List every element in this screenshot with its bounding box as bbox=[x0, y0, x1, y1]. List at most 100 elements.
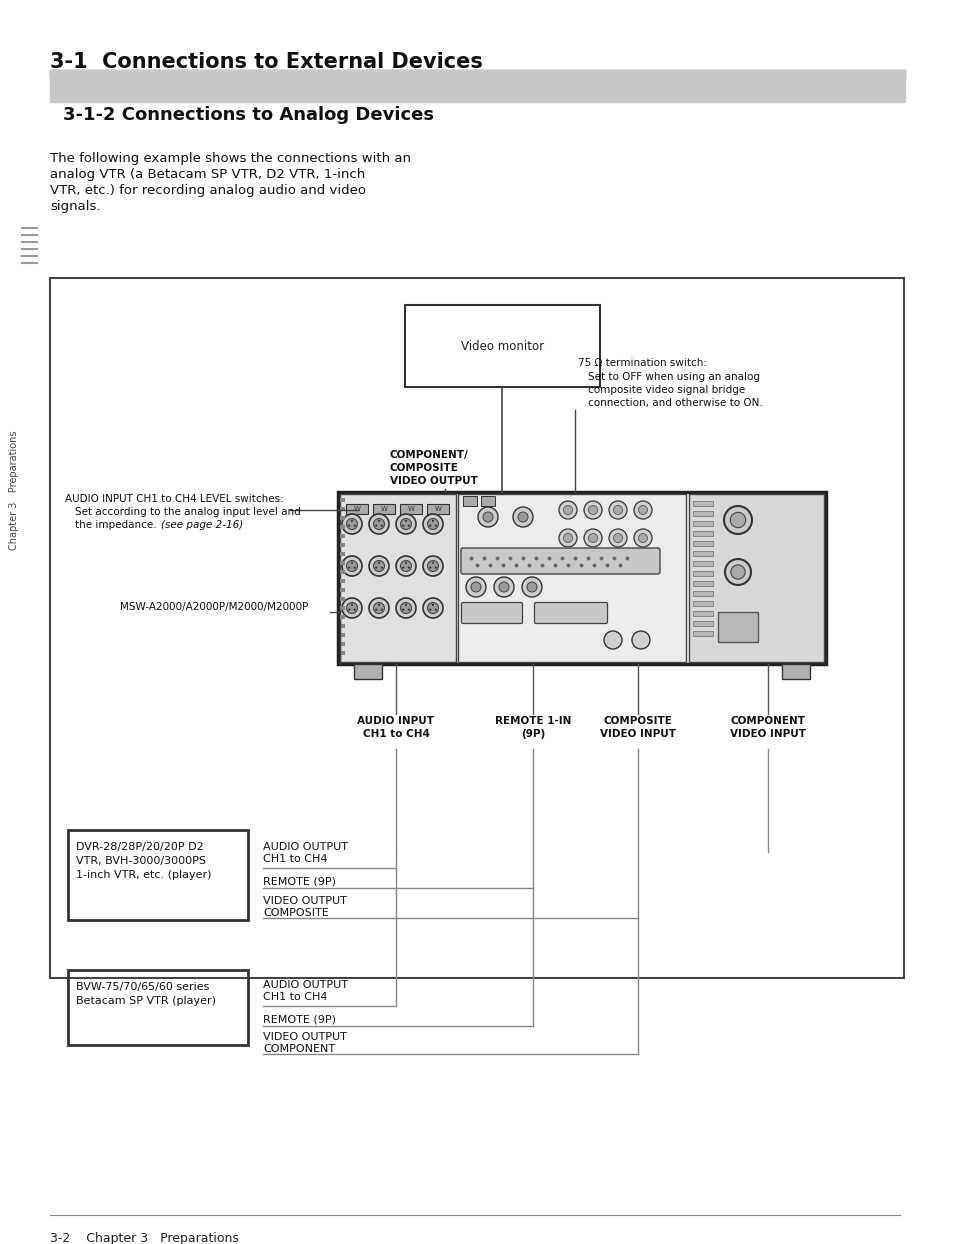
Circle shape bbox=[603, 631, 621, 649]
Circle shape bbox=[374, 519, 384, 530]
Circle shape bbox=[638, 534, 647, 542]
Text: COMPONENT: COMPONENT bbox=[263, 1044, 335, 1054]
Circle shape bbox=[374, 561, 384, 571]
Circle shape bbox=[346, 602, 357, 613]
Text: analog VTR (a Betacam SP VTR, D2 VTR, 1-inch: analog VTR (a Betacam SP VTR, D2 VTR, 1-… bbox=[50, 168, 365, 180]
Circle shape bbox=[517, 513, 527, 522]
Bar bbox=[339, 578, 345, 583]
Circle shape bbox=[374, 602, 384, 613]
Circle shape bbox=[407, 608, 410, 611]
Circle shape bbox=[427, 561, 438, 571]
Bar bbox=[339, 525, 345, 529]
Bar bbox=[339, 588, 345, 592]
Circle shape bbox=[351, 562, 353, 564]
Text: COMPOSITE: COMPOSITE bbox=[390, 463, 458, 473]
Text: VTR, etc.) for recording analog audio and video: VTR, etc.) for recording analog audio an… bbox=[50, 184, 366, 197]
Bar bbox=[339, 516, 345, 520]
Circle shape bbox=[558, 529, 577, 547]
Text: connection, and otherwise to ON.: connection, and otherwise to ON. bbox=[587, 398, 762, 408]
Text: REMOTE 1-IN
(9P): REMOTE 1-IN (9P) bbox=[495, 717, 571, 739]
Bar bbox=[339, 552, 345, 556]
Circle shape bbox=[588, 534, 597, 542]
Text: composite video signal bridge: composite video signal bridge bbox=[587, 384, 744, 396]
Circle shape bbox=[354, 608, 355, 611]
Circle shape bbox=[346, 561, 357, 571]
Bar bbox=[50, 70, 904, 78]
Circle shape bbox=[526, 582, 537, 592]
Circle shape bbox=[432, 520, 434, 522]
Circle shape bbox=[407, 566, 410, 569]
Bar bbox=[354, 664, 381, 679]
Text: Video monitor: Video monitor bbox=[460, 340, 543, 352]
Bar bbox=[339, 606, 345, 610]
Bar bbox=[339, 508, 345, 511]
Bar bbox=[339, 494, 456, 662]
Circle shape bbox=[369, 598, 389, 618]
Text: 3-2    Chapter 3   Preparations: 3-2 Chapter 3 Preparations bbox=[50, 1232, 238, 1244]
Bar bbox=[462, 496, 476, 506]
Circle shape bbox=[638, 505, 647, 515]
Circle shape bbox=[634, 501, 651, 519]
Bar bbox=[339, 570, 345, 573]
Bar bbox=[692, 581, 712, 586]
Bar bbox=[339, 651, 345, 656]
Circle shape bbox=[482, 513, 493, 522]
Bar bbox=[50, 277, 903, 978]
Circle shape bbox=[354, 566, 355, 569]
Text: Chapter 3   Preparations: Chapter 3 Preparations bbox=[9, 430, 19, 550]
Text: VIDEO OUTPUT: VIDEO OUTPUT bbox=[263, 1033, 347, 1042]
Circle shape bbox=[354, 525, 355, 526]
Bar bbox=[339, 642, 345, 646]
Bar bbox=[692, 551, 712, 556]
Text: signals.: signals. bbox=[50, 200, 100, 213]
Circle shape bbox=[377, 562, 379, 564]
Bar bbox=[692, 611, 712, 616]
Circle shape bbox=[471, 582, 480, 592]
Bar bbox=[692, 531, 712, 536]
Circle shape bbox=[375, 608, 377, 611]
Bar bbox=[339, 498, 345, 503]
Circle shape bbox=[558, 501, 577, 519]
Text: W: W bbox=[435, 506, 441, 513]
Circle shape bbox=[513, 508, 533, 527]
Text: W: W bbox=[380, 506, 387, 513]
Bar bbox=[50, 70, 904, 102]
Circle shape bbox=[380, 566, 382, 569]
Text: DVR-28/28P/20/20P D2
VTR, BVH-3000/3000PS
1-inch VTR, etc. (player): DVR-28/28P/20/20P D2 VTR, BVH-3000/3000P… bbox=[76, 842, 212, 880]
Circle shape bbox=[375, 566, 377, 569]
Text: VIDEO OUTPUT: VIDEO OUTPUT bbox=[390, 476, 477, 486]
Text: COMPOSITE
VIDEO INPUT: COMPOSITE VIDEO INPUT bbox=[599, 717, 676, 739]
Circle shape bbox=[341, 514, 361, 534]
Bar bbox=[339, 633, 345, 637]
Circle shape bbox=[432, 603, 434, 606]
Circle shape bbox=[407, 525, 410, 526]
Bar bbox=[692, 601, 712, 606]
Bar bbox=[692, 511, 712, 516]
Bar bbox=[692, 561, 712, 566]
Circle shape bbox=[583, 501, 601, 519]
Text: 3-1  Connections to External Devices: 3-1 Connections to External Devices bbox=[50, 52, 482, 72]
Text: 3-1-2 Connections to Analog Devices: 3-1-2 Connections to Analog Devices bbox=[63, 106, 434, 124]
FancyBboxPatch shape bbox=[461, 602, 522, 623]
Text: COMPOSITE: COMPOSITE bbox=[263, 908, 329, 918]
Text: Set to OFF when using an analog: Set to OFF when using an analog bbox=[587, 372, 760, 382]
Text: W: W bbox=[354, 506, 360, 513]
Text: (see page 2-16): (see page 2-16) bbox=[161, 520, 243, 530]
Circle shape bbox=[402, 608, 404, 611]
Circle shape bbox=[498, 582, 509, 592]
Bar bbox=[781, 664, 809, 679]
Circle shape bbox=[395, 556, 416, 576]
Bar bbox=[692, 501, 712, 506]
Text: AUDIO OUTPUT: AUDIO OUTPUT bbox=[263, 842, 348, 852]
Bar bbox=[339, 624, 345, 628]
Bar bbox=[718, 612, 758, 642]
Circle shape bbox=[369, 556, 389, 576]
Bar bbox=[339, 561, 345, 565]
Circle shape bbox=[608, 501, 626, 519]
Circle shape bbox=[404, 520, 407, 522]
Circle shape bbox=[377, 603, 379, 606]
Circle shape bbox=[351, 520, 353, 522]
Circle shape bbox=[346, 519, 357, 530]
FancyBboxPatch shape bbox=[460, 549, 659, 573]
Bar bbox=[373, 504, 395, 514]
